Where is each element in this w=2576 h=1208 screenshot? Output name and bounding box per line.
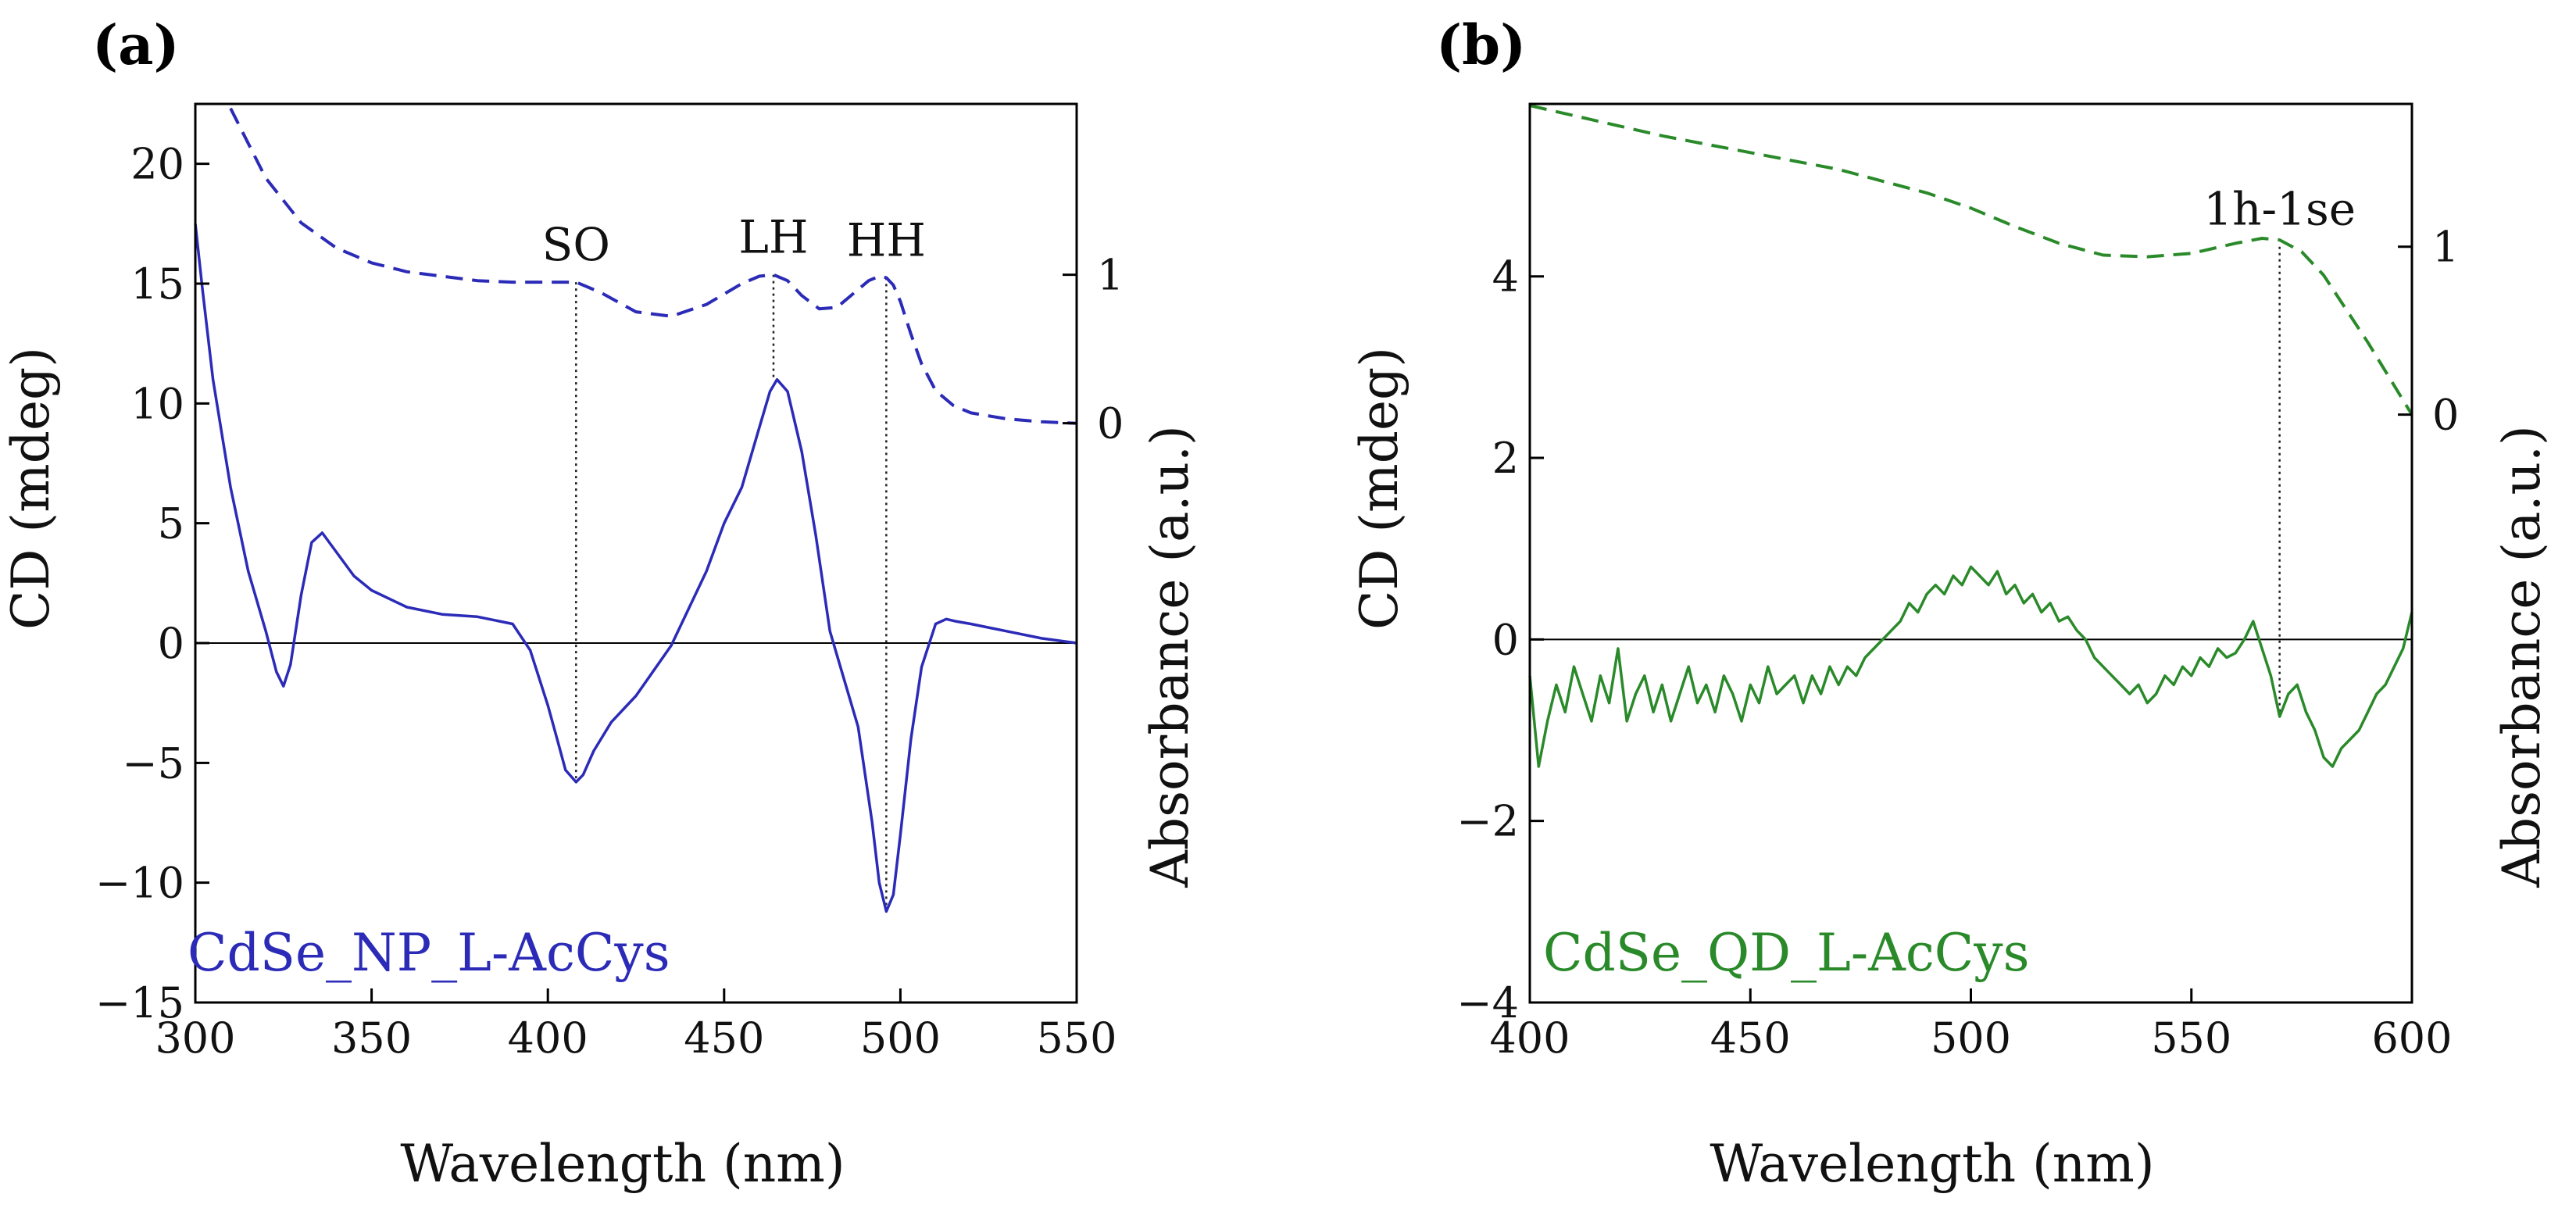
plot-area-b: 1h-1se 400 450 500 550 600 4 2 0 −2 −4 1 0	[1456, 102, 2459, 1063]
absorbance-line-b	[1529, 104, 2413, 416]
annotation-label-a-0: SO	[542, 218, 610, 271]
cd-line-a	[194, 223, 1077, 913]
y-axis-title-b: CD (mdeg)	[1349, 347, 1409, 630]
panel-label-a: (a)	[92, 13, 180, 77]
x-tick-label-a-0: 300	[155, 1013, 235, 1063]
y-axis-title-a: CD (mdeg)	[1, 347, 61, 630]
annotation-label-a-1: LH	[738, 211, 808, 264]
annotation-label-b-0: 1h-1se	[2203, 183, 2356, 236]
x-tick-label-b-2: 500	[1931, 1013, 2011, 1063]
y2-tick-label-a-0: 1	[1097, 251, 1124, 300]
y-tick-label-b-3: −2	[1456, 797, 1519, 846]
y2-tick-label-b-1: 0	[2432, 391, 2459, 440]
y2-tick-label-a-1: 0	[1097, 399, 1124, 449]
y-tick-label-b-0: 4	[1492, 252, 1519, 302]
y-tick-label-a-6: −10	[95, 859, 184, 908]
y-tick-label-b-2: 0	[1492, 615, 1519, 664]
x-tick-label-b-4: 600	[2371, 1013, 2452, 1063]
sample-label-a: CdSe_NP_L-AcCys	[188, 923, 670, 983]
x-tick-label-a-4: 500	[860, 1013, 941, 1063]
x-tick-label-a-2: 400	[508, 1013, 588, 1063]
x-axis-title-b: Wavelength (nm)	[1710, 1134, 2154, 1194]
x-tick-label-b-1: 450	[1710, 1013, 1791, 1063]
chart-panel-b: (b) 1h-1se 400 450 500 550 600 4 2 0 −2 −4 1 0 CdSe_…	[1349, 13, 2552, 1194]
y-tick-label-a-7: −15	[95, 978, 184, 1028]
x-tick-label-a-5: 550	[1036, 1013, 1117, 1063]
y-tick-label-a-3: 5	[158, 499, 184, 549]
y2-axis-title-a: Absorbance (a.u.)	[1140, 425, 1200, 888]
x-tick-label-b-3: 550	[2151, 1013, 2231, 1063]
x-tick-label-a-3: 450	[684, 1013, 764, 1063]
y-tick-label-a-1: 15	[130, 259, 184, 309]
x-tick-label-b-0: 400	[1489, 1013, 1570, 1063]
annotation-label-a-2: HH	[847, 213, 926, 266]
cd-line-b	[1528, 565, 2413, 768]
y2-tick-label-b-0: 1	[2432, 223, 2459, 272]
y-tick-label-b-1: 2	[1492, 434, 1519, 483]
y-tick-label-b-4: −4	[1456, 978, 1519, 1028]
y-tick-label-a-5: −5	[122, 738, 184, 788]
y-tick-label-a-2: 10	[130, 379, 184, 428]
plot-frame-a	[194, 102, 1078, 1004]
panel-label-b: (b)	[1436, 13, 1526, 77]
sample-label-b: CdSe_QD_L-AcCys	[1543, 923, 2029, 983]
y-tick-label-a-4: 0	[158, 619, 184, 668]
y-tick-label-a-0: 20	[130, 140, 184, 189]
absorbance-line-a	[229, 107, 1077, 425]
x-axis-title-a: Wavelength (nm)	[400, 1134, 845, 1194]
x-tick-label-a-1: 350	[331, 1013, 412, 1063]
y2-axis-title-b: Absorbance (a.u.)	[2492, 425, 2552, 888]
